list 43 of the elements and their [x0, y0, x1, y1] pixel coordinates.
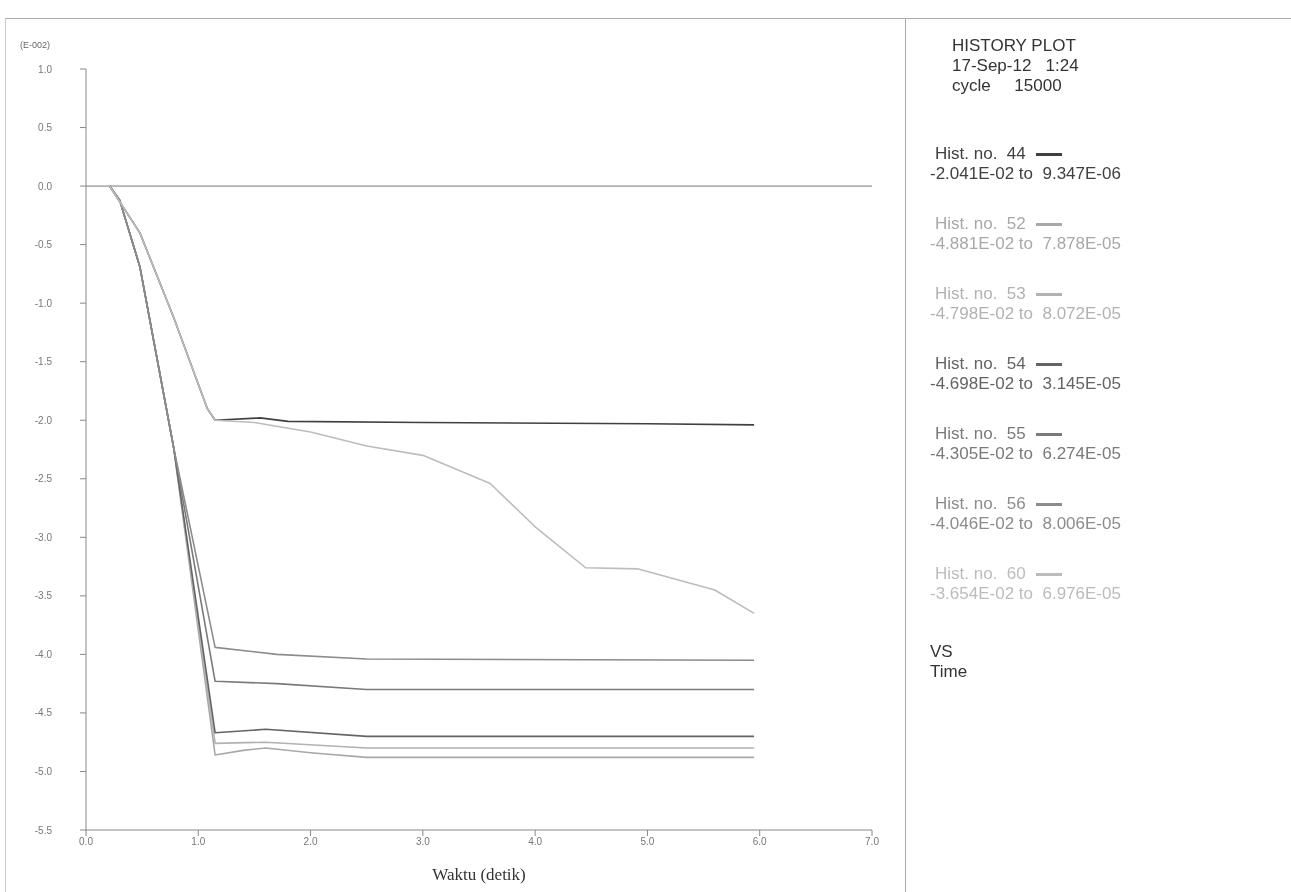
- legend-label: Hist. no. 53: [935, 284, 1026, 304]
- legend-label: Hist. no. 55: [935, 424, 1026, 444]
- text: HISTORY PLOT: [951, 36, 1077, 56]
- text: -4.305E-02 to 6.274E-05: [930, 444, 1121, 464]
- legend-label: Hist. no. 44: [935, 144, 1026, 164]
- y-tick-label: -2.0: [34, 414, 53, 426]
- x-tick-label: 7.0: [865, 836, 880, 848]
- x-tick-label: 6.0: [752, 836, 768, 848]
- text: -4.798E-02 to 8.072E-05: [930, 304, 1121, 324]
- text: VS: [930, 642, 954, 662]
- x-tick-label: 4.0: [528, 836, 543, 848]
- legend-label: Hist. no. 60: [935, 564, 1026, 584]
- text: 17-Sep-12 1:24: [951, 56, 1080, 76]
- y-tick-label: 0.5: [38, 122, 53, 134]
- x-tick-label: 0.0: [79, 836, 94, 848]
- text: cycle 15000: [951, 76, 1063, 96]
- y-tick-label: -0.5: [34, 239, 53, 251]
- legend-label: Hist. no. 56: [935, 494, 1026, 514]
- text: -4.881E-02 to 7.878E-05: [930, 234, 1121, 254]
- y-tick-label: 0.0: [38, 180, 53, 192]
- x-tick-label: 3.0: [415, 836, 431, 848]
- x-axis-title: Waktu (detik): [432, 865, 526, 884]
- legend-label: Hist. no. 54: [935, 354, 1026, 374]
- y-tick-label: -5.0: [34, 766, 53, 778]
- y-tick-label: 1.0: [38, 63, 53, 75]
- y-tick-label: -1.5: [34, 356, 53, 368]
- text: -2.041E-02 to 9.347E-06: [930, 164, 1121, 184]
- text: Time: [930, 662, 969, 682]
- text: -4.046E-02 to 8.006E-05: [930, 514, 1121, 534]
- y-tick-label: -5.5: [34, 824, 53, 836]
- y-tick-label: -4.5: [34, 707, 53, 719]
- y-tick-label: -3.5: [34, 590, 53, 602]
- x-tick-label: 2.0: [303, 836, 318, 848]
- y-tick-label: -3.0: [34, 531, 53, 543]
- text: -4.698E-02 to 3.145E-05: [930, 374, 1121, 394]
- y-tick-label: -2.5: [34, 473, 53, 485]
- legend-label: Hist. no. 52: [935, 214, 1026, 234]
- x-tick-label: 1.0: [191, 836, 206, 848]
- y-tick-label: -4.0: [34, 648, 53, 660]
- y-axis-title: (E-002): [20, 40, 51, 50]
- y-tick-label: -1.0: [34, 297, 53, 309]
- text: -3.654E-02 to 6.976E-05: [930, 584, 1121, 604]
- x-tick-label: 5.0: [640, 836, 655, 848]
